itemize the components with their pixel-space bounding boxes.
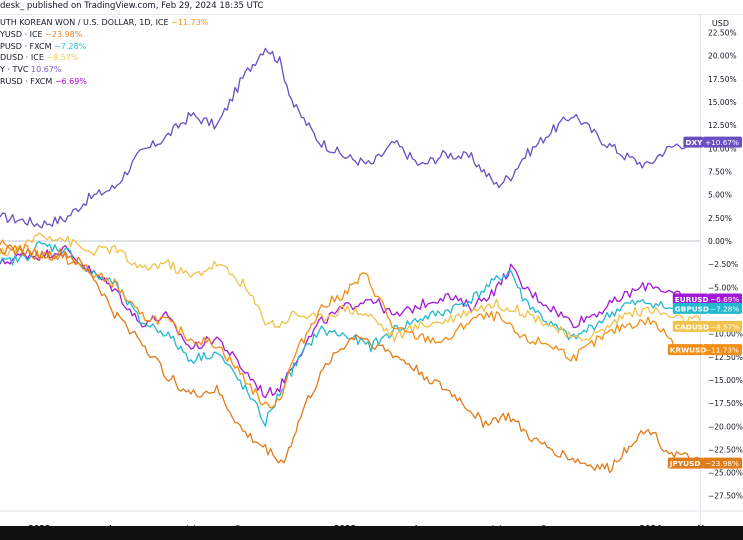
legend-item-gbp[interactable]: PUSD · FXCM −7.28% [0, 41, 208, 53]
y-tick-label: 17.50% [708, 75, 737, 84]
y-tick-label: 22.50% [708, 29, 737, 38]
tag-value-background [703, 457, 742, 469]
y-tick-label: −2.50% [708, 260, 738, 269]
x-tick-label: 2022 [28, 524, 50, 526]
y-tick-label: −22.50% [708, 445, 743, 454]
legend-label: UTH KOREAN WON / U.S. DOLLAR, 1D, ICE [0, 18, 169, 27]
tag-label: JPYUSD [669, 459, 701, 468]
legend-value: 10.67% [31, 65, 62, 75]
series-line-eurusd [0, 244, 701, 399]
legend-value: −8.57% [46, 53, 79, 63]
tag-value: −11.73% [705, 346, 739, 355]
y-tick-label: −25.00% [708, 469, 743, 478]
legend-item-dxy[interactable]: Y · TVC 10.67% [0, 64, 208, 76]
tag-value-background [708, 302, 742, 314]
series-line-jpyusd [0, 244, 701, 474]
x-tick-label: M [697, 524, 704, 526]
y-tick-label: 0.00% [708, 237, 732, 246]
y-tick-label: 10.00% [708, 144, 737, 153]
legend-item-eur[interactable]: RUSD · FXCM −6.69% [0, 76, 208, 88]
bottom-bar [0, 526, 743, 540]
tag-background [667, 344, 703, 356]
tag-value-background [708, 320, 742, 332]
x-tick-label: Sep [541, 524, 556, 526]
x-tick-label: 2024 [639, 524, 662, 526]
series-end-tag-cadusd[interactable]: CADUSD −8.57% [672, 320, 742, 332]
y-tick-label: −17.50% [708, 399, 743, 408]
tag-value: −8.57% [710, 322, 739, 331]
tag-label: EURUSD [675, 295, 709, 304]
legend-value: −6.69% [54, 76, 87, 86]
tag-label: CADUSD [675, 322, 709, 331]
legend-value: −23.98% [45, 29, 83, 39]
series-line-krwusd [0, 239, 701, 409]
y-tick-label: 20.00% [708, 52, 737, 61]
tag-background [672, 302, 708, 314]
legend-label: PUSD · FXCM [0, 41, 52, 51]
tag-value-background [703, 344, 742, 356]
y-tick-label: −15.00% [708, 376, 743, 385]
y-tick-label: 15.00% [708, 98, 737, 107]
tag-background [672, 320, 708, 332]
tag-value: −6.69% [710, 295, 739, 304]
price-axis-currency-label[interactable]: USD [711, 19, 729, 28]
series-line-dxy [0, 47, 701, 229]
tag-label: GBPUSD [675, 304, 709, 313]
tag-label: DXY [685, 138, 703, 147]
y-tick-label: −20.00% [708, 422, 743, 431]
x-tick-label: Jul [185, 524, 196, 526]
legend-label: Y · TVC [0, 65, 29, 75]
y-tick-label: 5.00% [708, 191, 732, 200]
y-tick-label: −5.00% [708, 283, 738, 292]
x-tick-label: 2023 [334, 524, 356, 526]
y-tick-label: 2.50% [708, 214, 732, 223]
legend-label: RUSD · FXCM [0, 76, 53, 86]
y-tick-label: 12.50% [708, 121, 737, 130]
tag-value: −23.98% [705, 459, 739, 468]
legend-item-jpy[interactable]: YUSD · ICE −23.98% [0, 29, 208, 41]
y-tick-label: −27.50% [708, 492, 743, 501]
tag-value: +10.67% [705, 138, 739, 147]
y-tick-label: 7.50% [708, 167, 732, 176]
legend-value: −11.73% [171, 18, 209, 27]
series-line-gbpusd [0, 241, 701, 427]
x-tick-label: Apr [108, 524, 123, 526]
legend-label: YUSD · ICE [0, 29, 43, 39]
x-tick-label: Sep [235, 524, 250, 526]
legend: UTH KOREAN WON / U.S. DOLLAR, 1D, ICE −1… [0, 17, 208, 88]
tag-label: KRWUSD [670, 346, 707, 355]
x-tick-label: Apr [413, 524, 428, 526]
series-line-cadusd [0, 232, 701, 343]
tag-background [683, 136, 703, 148]
tag-value-background [703, 136, 742, 148]
tag-value: −7.28% [710, 304, 739, 313]
publisher-text: desk_ published on TradingView.com, Feb … [0, 1, 264, 11]
legend-item-cad[interactable]: DUSD · ICE −8.57% [0, 52, 208, 64]
tag-value-background [708, 293, 742, 305]
chart-canvas[interactable]: 22.50% 20.00% 17.50% 15.00% 12.50% 10.00% 7.50… [0, 0, 743, 526]
tag-background [672, 293, 708, 305]
series-end-tag-eurusd[interactable]: EURUSD −6.69% [672, 293, 742, 305]
legend-item-krw[interactable]: UTH KOREAN WON / U.S. DOLLAR, 1D, ICE −1… [0, 17, 208, 29]
x-tick-label: Jul [491, 524, 502, 526]
series-end-tag-gbpusd[interactable]: GBPUSD −7.28% [672, 302, 742, 314]
legend-value: −7.28% [54, 41, 87, 51]
y-tick-label: −12.50% [708, 353, 743, 362]
series-end-tag-jpyusd[interactable]: JPYUSD −23.98% [667, 457, 742, 469]
series-end-tag-dxy[interactable]: DXY +10.67% [683, 136, 742, 148]
legend-label: DUSD · ICE [0, 53, 44, 63]
tag-background [667, 457, 703, 469]
series-end-tag-krwusd[interactable]: KRWUSD−11.73% [667, 344, 742, 356]
y-tick-label: −10.00% [708, 330, 743, 339]
chart-header-bar: desk_ published on TradingView.com, Feb … [0, 0, 743, 15]
